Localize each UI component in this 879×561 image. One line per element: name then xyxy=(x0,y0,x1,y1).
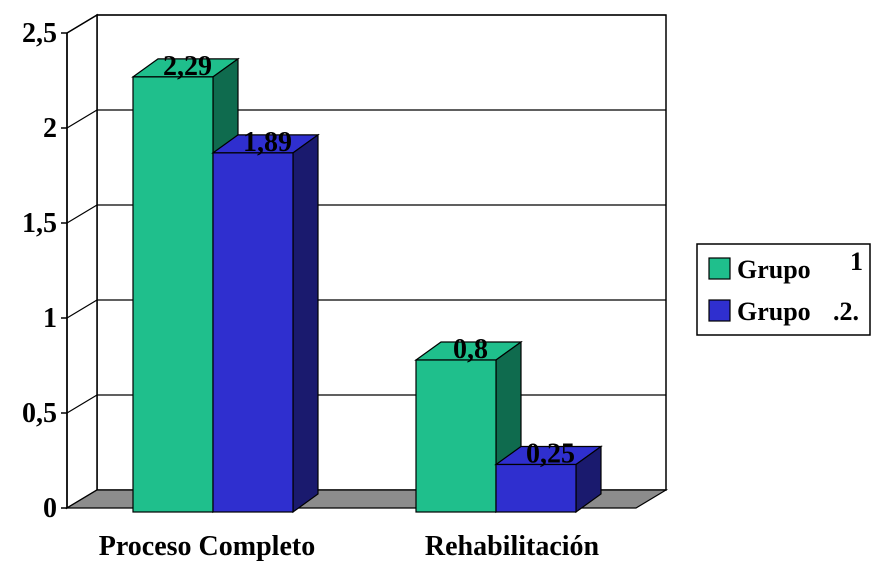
legend: Grupo 1 Grupo .2. xyxy=(696,243,871,336)
data-label: 0,25 xyxy=(526,439,575,470)
gridline-side xyxy=(66,14,98,34)
y-tick-label: 2,5 xyxy=(22,18,57,49)
data-label: 0,8 xyxy=(453,334,488,365)
bar-side xyxy=(292,133,319,514)
y-tick-label: 1 xyxy=(43,303,57,334)
bar xyxy=(132,76,214,513)
x-category-label: Proceso Completo xyxy=(99,531,315,561)
labels-layer: 2,29 1,89 Proceso Completo 0,8 0,25 Rehabilit… xyxy=(99,51,600,561)
y-tick-label: 0,5 xyxy=(22,398,57,429)
bar xyxy=(495,463,577,513)
legend-label: Grupo xyxy=(737,255,811,284)
y-tick-label: 1,5 xyxy=(22,208,57,239)
legend-suffix: 1 xyxy=(850,247,863,276)
bar-group xyxy=(211,133,320,514)
gridline-side xyxy=(66,299,98,319)
side-wall xyxy=(66,13,98,510)
legend-swatch xyxy=(708,257,731,280)
x-category-label: Rehabilitación xyxy=(425,531,600,561)
y-tick-label: 0 xyxy=(43,493,57,524)
data-label: 1,89 xyxy=(243,127,292,158)
legend-swatch xyxy=(708,299,731,322)
axis-layer: 0 0,5 1 1,5 2 2,5 xyxy=(22,18,68,524)
legend-label: Grupo xyxy=(737,297,811,326)
bar-group xyxy=(494,445,603,514)
bars-layer xyxy=(131,57,603,514)
gridline-side xyxy=(66,204,98,224)
gridline-side xyxy=(66,109,98,129)
y-tick-label: 2 xyxy=(43,113,57,144)
gridline-side xyxy=(66,394,98,414)
data-label: 2,29 xyxy=(163,51,212,82)
bar-group xyxy=(414,340,523,514)
bar xyxy=(415,359,497,513)
bar xyxy=(212,152,294,513)
legend-suffix: .2. xyxy=(833,297,859,326)
